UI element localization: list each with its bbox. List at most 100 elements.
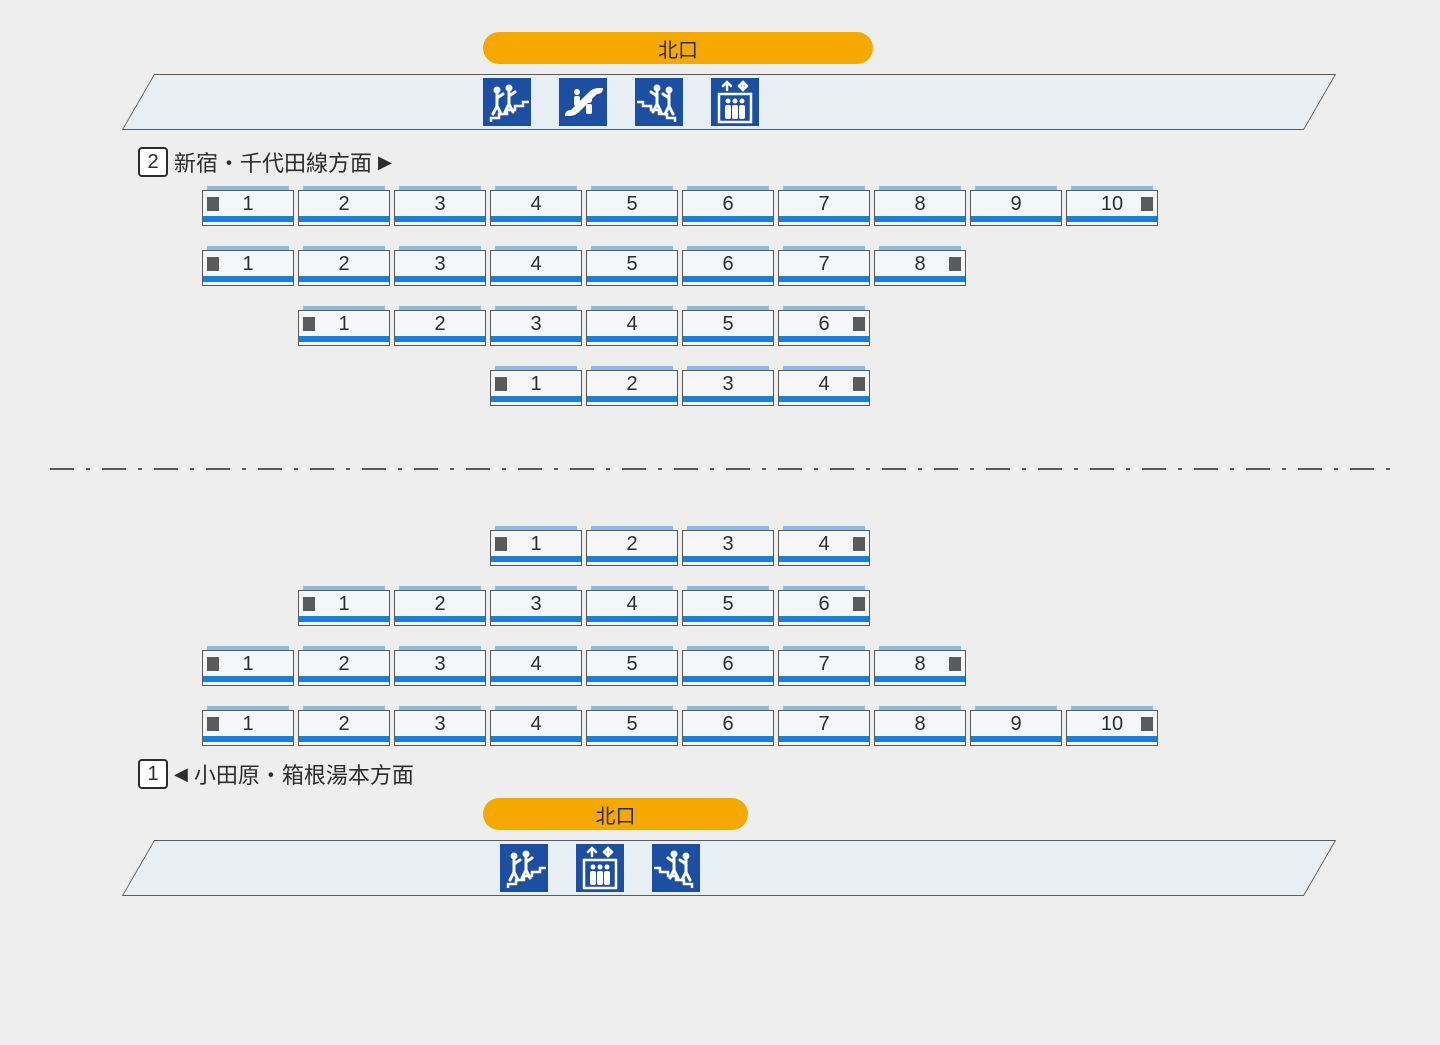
platform-2-arrow: ▶ — [378, 152, 392, 173]
car-number: 1 — [242, 253, 253, 276]
car-number: 2 — [434, 313, 445, 336]
car-number: 2 — [338, 713, 349, 736]
car-number: 7 — [818, 713, 829, 736]
car-number: 7 — [818, 253, 829, 276]
car: 1 — [298, 310, 390, 346]
car: 4 — [586, 310, 678, 346]
car: 4 — [490, 710, 582, 746]
car-number: 7 — [818, 653, 829, 676]
car: 4 — [586, 590, 678, 626]
platform-1-label: 1 ◀ 小田原・箱根湯本方面 — [138, 758, 414, 790]
car-number: 6 — [818, 593, 829, 616]
car-number: 1 — [530, 373, 541, 396]
car: 8 — [874, 250, 966, 286]
car: 8 — [874, 710, 966, 746]
car: 10 — [1066, 190, 1158, 226]
platform-2-number: 2 — [138, 147, 168, 177]
car: 6 — [682, 650, 774, 686]
car: 2 — [394, 310, 486, 346]
train-8car: 12345678 — [202, 650, 966, 686]
car-number: 10 — [1101, 193, 1123, 216]
car-number: 4 — [530, 713, 541, 736]
car: 3 — [490, 310, 582, 346]
car-number: 1 — [242, 713, 253, 736]
train-10car: 12345678910 — [202, 190, 1158, 226]
car: 2 — [586, 530, 678, 566]
car: 9 — [970, 710, 1062, 746]
gate-top-label: 北口 — [658, 34, 698, 63]
car-number: 4 — [626, 593, 637, 616]
car-number: 4 — [530, 193, 541, 216]
train-8car: 1 2 3 4 5 6 7 8 — [202, 250, 966, 286]
car-number: 8 — [914, 713, 925, 736]
car-number: 3 — [434, 653, 445, 676]
car-number: 5 — [626, 193, 637, 216]
car-number: 1 — [530, 533, 541, 556]
car-number: 3 — [530, 313, 541, 336]
car: 5 — [682, 590, 774, 626]
car: 4 — [490, 250, 582, 286]
car: 9 — [970, 190, 1062, 226]
car: 1 — [490, 370, 582, 406]
car-number: 2 — [626, 373, 637, 396]
car: 3 — [394, 650, 486, 686]
car: 2 — [298, 190, 390, 226]
car: 5 — [586, 190, 678, 226]
platform-1-number: 1 — [138, 759, 168, 789]
car: 3 — [682, 370, 774, 406]
car-number: 3 — [434, 253, 445, 276]
gate-bottom: 北口 — [483, 798, 748, 830]
train-6car: 1 2 3 4 5 6 — [298, 310, 870, 346]
gate-bottom-label: 北口 — [596, 800, 636, 829]
car-number: 9 — [1010, 713, 1021, 736]
car-number: 9 — [1010, 193, 1021, 216]
car: 4 — [490, 190, 582, 226]
car-number: 1 — [338, 313, 349, 336]
car-number: 3 — [434, 193, 445, 216]
train-10car: 1 2 3 4 5 6 7 8 9 10 — [202, 710, 1158, 746]
car-number: 7 — [818, 193, 829, 216]
gate-top: 北口 — [483, 32, 873, 64]
platform-1-direction: 小田原・箱根湯本方面 — [194, 758, 414, 790]
car-number: 2 — [338, 253, 349, 276]
car-number: 4 — [626, 313, 637, 336]
car: 2 — [298, 650, 390, 686]
car: 3 — [394, 190, 486, 226]
car: 6 — [778, 310, 870, 346]
car: 2 — [586, 370, 678, 406]
car-number: 5 — [722, 593, 733, 616]
car: 3 — [490, 590, 582, 626]
car: 6 — [682, 710, 774, 746]
car-number: 1 — [338, 593, 349, 616]
car: 5 — [586, 710, 678, 746]
car-number: 8 — [914, 653, 925, 676]
car-number: 5 — [626, 713, 637, 736]
car: 3 — [394, 710, 486, 746]
train-6car: 123456 — [298, 590, 870, 626]
train-4car: 1234 — [490, 530, 870, 566]
car: 6 — [778, 590, 870, 626]
car-number: 2 — [338, 653, 349, 676]
car-number: 4 — [530, 253, 541, 276]
car: 1 — [202, 710, 294, 746]
car: 6 — [682, 250, 774, 286]
car: 4 — [778, 370, 870, 406]
car-number: 5 — [626, 253, 637, 276]
car-number: 2 — [338, 193, 349, 216]
car: 10 — [1066, 710, 1158, 746]
car: 7 — [778, 190, 870, 226]
car-number: 6 — [722, 253, 733, 276]
car: 2 — [394, 590, 486, 626]
facilities-top — [483, 78, 759, 126]
car-number: 6 — [722, 193, 733, 216]
car-number: 4 — [530, 653, 541, 676]
car-number: 8 — [914, 193, 925, 216]
car: 4 — [490, 650, 582, 686]
car-number: 3 — [434, 713, 445, 736]
car-number: 3 — [722, 533, 733, 556]
car-number: 3 — [722, 373, 733, 396]
stairs-down-icon — [635, 78, 683, 126]
car-number: 5 — [722, 313, 733, 336]
platform-2-label: 2 新宿・千代田線方面 ▶ — [138, 146, 392, 178]
car: 3 — [394, 250, 486, 286]
